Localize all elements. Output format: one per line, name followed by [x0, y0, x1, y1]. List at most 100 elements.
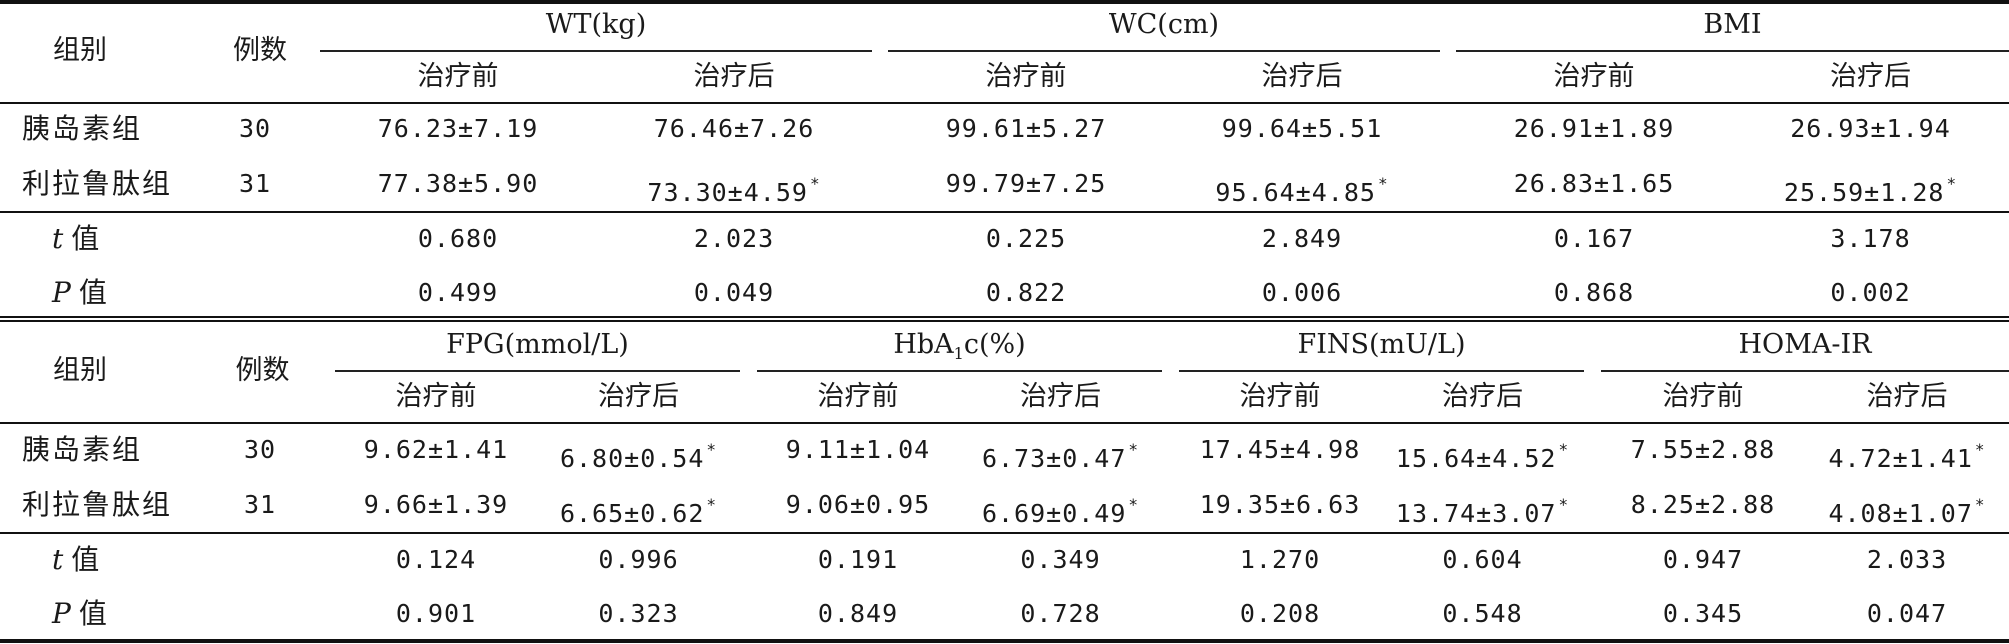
wt-underline — [320, 50, 872, 52]
t-value: 0.349 — [1020, 545, 1101, 574]
group-name: 利拉鲁肽组 — [22, 488, 173, 521]
value-cell: 76.23±7.19 — [377, 114, 539, 143]
hba1c-underline — [757, 370, 1162, 372]
after-header: 治疗后 — [1830, 61, 1911, 92]
p-value: 0.345 — [1662, 599, 1744, 628]
value-cell: 73.30±4.59 * — [647, 174, 821, 207]
t-value: 0.680 — [417, 224, 499, 253]
t-value: 0.996 — [598, 545, 679, 574]
p-value: 0.002 — [1830, 278, 1911, 307]
p-value: 0.323 — [598, 599, 679, 628]
p-value: 0.208 — [1239, 599, 1321, 628]
measure-header-fins: FINS(mU/L) — [1297, 329, 1466, 360]
p-value: 0.849 — [817, 599, 899, 628]
measure-header-hba1c: HbA1c(%) — [893, 329, 1026, 363]
value-cell: 6.73±0.47 * — [981, 440, 1140, 473]
after-header: 治疗后 — [693, 61, 775, 92]
after-header: 治疗后 — [1261, 61, 1343, 92]
significance-mark: * — [1128, 440, 1140, 459]
t-value: 3.178 — [1830, 224, 1911, 253]
significance-mark: * — [1946, 174, 1958, 193]
after-header: 治疗后 — [598, 381, 679, 412]
measure-header-wc: WC(cm) — [1108, 9, 1220, 40]
t-value: 0.225 — [985, 224, 1067, 253]
body1-rule — [0, 211, 2009, 213]
p-value: 0.006 — [1261, 278, 1343, 307]
value-cell: 26.93±1.94 — [1790, 114, 1951, 143]
value-cell: 9.11±1.04 — [785, 435, 931, 464]
fins-underline — [1179, 370, 1584, 372]
fpg-underline — [335, 370, 740, 372]
bottom-rule — [0, 639, 2009, 643]
value-cell: 17.45±4.98 — [1199, 435, 1361, 464]
t-value: 2.033 — [1866, 545, 1948, 574]
wc-underline — [888, 50, 1440, 52]
value-cell: 99.64±5.51 — [1221, 114, 1383, 143]
group-header: 组别 — [53, 35, 107, 66]
value-cell: 76.46±7.26 — [653, 114, 815, 143]
before-header: 治疗前 — [817, 381, 899, 412]
value-cell: 26.91±1.89 — [1513, 114, 1675, 143]
significance-mark: * — [1128, 495, 1140, 514]
p-value: 0.548 — [1442, 599, 1523, 628]
significance-mark: * — [706, 440, 718, 459]
p-value: 0.499 — [417, 278, 499, 307]
bmi-underline — [1456, 50, 2009, 52]
value-cell: 6.80±0.54 * — [559, 440, 718, 473]
significance-mark: * — [1558, 440, 1570, 459]
t-value: 0.124 — [395, 545, 477, 574]
group-header: 组别 — [53, 355, 107, 386]
p-value: 0.049 — [693, 278, 775, 307]
top-rule — [0, 0, 2009, 4]
before-header: 治疗前 — [1553, 61, 1635, 92]
before-header: 治疗前 — [395, 381, 477, 412]
header1-rule — [0, 102, 2009, 104]
measure-header-wt: WT(kg) — [545, 9, 647, 40]
group-name: 胰岛素组 — [22, 433, 143, 466]
p-value: 0.868 — [1553, 278, 1635, 307]
section-divider-b — [0, 320, 2009, 322]
measure-header-homa: HOMA-IR — [1738, 329, 1872, 360]
value-cell: 9.62±1.41 — [363, 435, 509, 464]
value-cell: 19.35±6.63 — [1199, 490, 1361, 519]
value-cell: 8.25±2.88 — [1630, 490, 1776, 519]
t-value: 2.849 — [1261, 224, 1343, 253]
group-count: 31 — [243, 490, 277, 519]
header2-rule — [0, 422, 2009, 424]
value-cell: 25.59±1.28 * — [1783, 174, 1958, 207]
measure-header-bmi: BMI — [1703, 9, 1762, 40]
p-value: 0.822 — [985, 278, 1067, 307]
value-cell: 15.64±4.52 * — [1395, 440, 1570, 473]
before-header: 治疗前 — [985, 61, 1067, 92]
significance-mark: * — [1974, 495, 1986, 514]
significance-mark: * — [1558, 495, 1570, 514]
t-value: 1.270 — [1239, 545, 1321, 574]
value-cell: 6.69±0.49 * — [981, 495, 1140, 528]
value-cell: 6.65±0.62 * — [559, 495, 718, 528]
value-cell: 9.66±1.39 — [363, 490, 509, 519]
before-header: 治疗前 — [1239, 381, 1321, 412]
t-value: 0.947 — [1662, 545, 1744, 574]
significance-mark: * — [809, 174, 821, 193]
value-cell: 99.79±7.25 — [945, 169, 1107, 198]
value-cell: 9.06±0.95 — [785, 490, 931, 519]
significance-mark: * — [706, 495, 718, 514]
after-header: 治疗后 — [1442, 381, 1523, 412]
group-count: 30 — [243, 435, 277, 464]
t-value: 0.167 — [1553, 224, 1635, 253]
group-name: 胰岛素组 — [22, 112, 143, 145]
section-divider-a — [0, 316, 2009, 318]
measure-header-fpg: FPG(mmol/L) — [446, 329, 629, 360]
value-cell: 95.64±4.85 * — [1215, 174, 1389, 207]
value-cell: 4.08±1.07 * — [1828, 495, 1986, 528]
group-count: 30 — [238, 114, 272, 143]
p-value: 0.901 — [395, 599, 477, 628]
body2-rule — [0, 532, 2009, 534]
after-header: 治疗后 — [1020, 381, 1101, 412]
p-value: 0.047 — [1866, 599, 1948, 628]
value-cell: 77.38±5.90 — [377, 169, 539, 198]
